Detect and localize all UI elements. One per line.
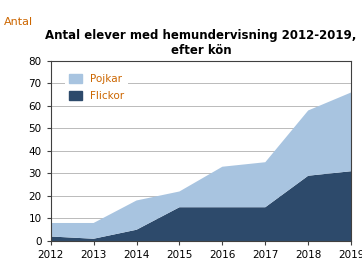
Legend: Pojkar, Flickor: Pojkar, Flickor	[65, 70, 128, 105]
Title: Antal elever med hemundervisning 2012-2019,
efter kön: Antal elever med hemundervisning 2012-20…	[45, 29, 357, 57]
Text: Antal: Antal	[4, 17, 33, 27]
